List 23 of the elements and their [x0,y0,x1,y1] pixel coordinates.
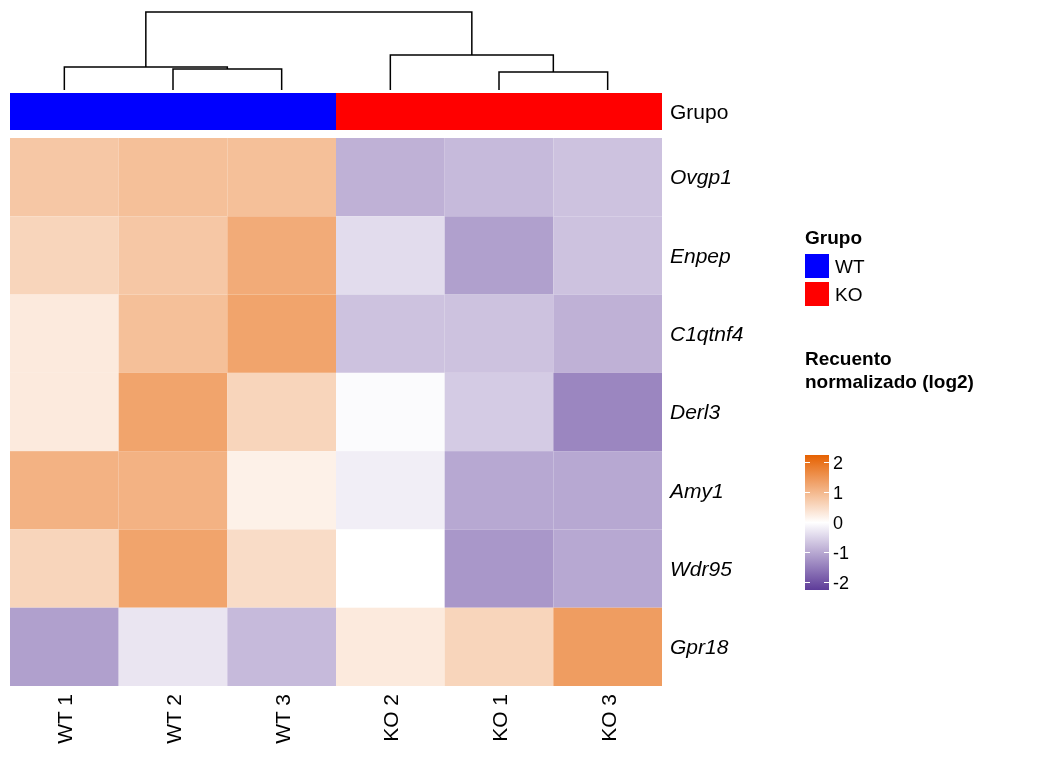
x-tick-label: KO 2 [379,694,403,742]
color-bar-label: -1 [833,542,850,563]
x-tick-label: WT 1 [53,694,77,744]
color-bar-label: 2 [833,452,844,473]
legend-title: Grupo [670,99,729,123]
y-tick-label: Wdr95 [670,556,733,580]
color-bar-title: Recuento normalizado (log2) [805,348,974,392]
color-bar-label: 1 [833,482,844,503]
x-tick-label: WT 3 [270,694,294,744]
x-tick-label: KO 3 [596,694,620,742]
y-tick-label: Gpr18 [670,635,729,659]
x-tick-label: WT 2 [162,694,185,744]
text: KO [835,283,863,305]
y-tick-label: Ovgp1 [670,165,732,189]
y-tick-label: C1qtnf4 [670,322,744,346]
y-tick-label: Derl3 [670,400,721,424]
text: Grupo [805,227,862,248]
y-tick-label: Amy1 [668,478,724,502]
color-bar-label: -2 [833,572,850,593]
color-bar-label: 0 [833,512,844,533]
y-tick-label: Enpep [670,243,731,267]
text: WT [835,255,865,277]
x-tick-label: KO 1 [488,694,511,742]
